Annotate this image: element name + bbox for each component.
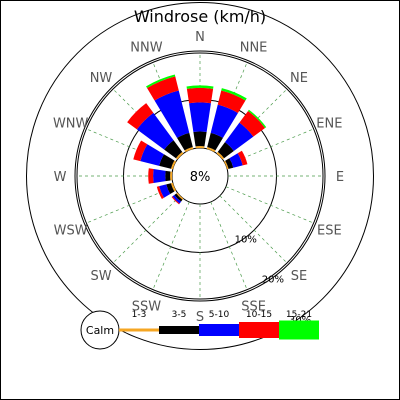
bar-ne-15-21 — [248, 109, 267, 128]
bar-nw-10-15 — [127, 103, 154, 130]
direction-label-nnw: NNW — [130, 41, 162, 56]
direction-label-wsw: WSW — [54, 224, 88, 239]
direction-label-sse: SSE — [241, 299, 266, 314]
bar-ene-1-3 — [223, 160, 229, 170]
ring-labels: 10% 20% 30% — [235, 234, 311, 325]
direction-label-ese: ESE — [317, 224, 342, 239]
bar-nw-5-10 — [136, 112, 174, 150]
direction-label-sw: SW — [90, 269, 111, 284]
bar-ne-10-15 — [239, 110, 266, 137]
legend-label-15-21: 15-21 — [286, 310, 312, 320]
bar-wsw-3-5 — [166, 183, 175, 194]
bar-sw-10-15 — [171, 196, 180, 205]
direction-label-nw: NW — [90, 71, 113, 86]
bar-wnw-1-3 — [170, 160, 177, 170]
direction-label-ne: NE — [290, 71, 308, 86]
bar-nne-10-15 — [217, 90, 246, 113]
bar-nnw-1-3 — [184, 146, 194, 153]
ring-label-10-: 10% — [235, 234, 257, 245]
spoke-nne — [210, 62, 248, 151]
bar-n-5-10 — [189, 102, 211, 133]
legend-label-1-3: 1-3 — [132, 310, 147, 320]
bar-ene-5-10 — [229, 153, 243, 168]
bar-n-15-21 — [186, 85, 214, 89]
bar-nw-3-5 — [164, 140, 183, 159]
bar-nne-5-10 — [210, 104, 238, 138]
bar-ene-10-15 — [237, 150, 248, 166]
legend: Calm 1-3 3-5 5-10 10-15 15-21 — [80, 310, 319, 350]
bar-sw-3-5 — [174, 193, 183, 202]
legend-swatch-10-15 — [239, 322, 279, 338]
outer-ring — [76, 52, 324, 300]
bar-n-10-15 — [186, 87, 214, 104]
bar-nne-3-5 — [207, 132, 223, 151]
bar-ne-1-3 — [216, 151, 225, 160]
bar-ne-3-5 — [217, 142, 234, 159]
spoke-ne — [219, 88, 288, 157]
ring-label-20-: 20% — [262, 275, 284, 286]
spoke-sse — [210, 201, 248, 290]
bar-wsw-10-15 — [156, 186, 164, 199]
spoke-wnw — [86, 128, 175, 166]
bar-sw-5-10 — [172, 194, 182, 204]
ring-label-30-: 30% — [289, 315, 311, 326]
direction-label-ene: ENE — [316, 116, 342, 131]
bar-nnw-5-10 — [154, 90, 190, 138]
spoke-wsw — [86, 186, 175, 224]
calm-label: Calm — [86, 324, 114, 337]
spoke-ene — [225, 128, 314, 166]
spoke-nw — [112, 88, 181, 157]
bar-wsw-5-10 — [159, 184, 171, 198]
legend-swatch-15-21 — [279, 320, 319, 340]
bar-nne-15-21 — [221, 88, 247, 101]
spoke-ssw — [152, 201, 190, 290]
bar-ene-3-5 — [225, 158, 234, 169]
legend-swatch-1-3 — [119, 328, 159, 332]
direction-label-n: N — [195, 30, 205, 45]
bar-nw-1-3 — [175, 151, 184, 160]
direction-labels: N NNE NE ENE E ESE SE SSE S SSW SW WSW W WNW NW NNW — [53, 30, 344, 325]
bar-ne-5-10 — [224, 122, 254, 152]
direction-label-ssw: SSW — [132, 299, 162, 314]
bar-wsw-1-3 — [170, 182, 177, 192]
bar-wnw-5-10 — [140, 144, 164, 166]
chart-title: Windrose (km/h) — [134, 7, 266, 26]
legend-swatch-5-10 — [199, 324, 239, 336]
ring-30- — [26, 2, 374, 350]
legend-label-5-10: 5-10 — [209, 310, 230, 320]
legend-swatch-3-5 — [159, 326, 199, 334]
bar-nne-1-3 — [206, 146, 216, 153]
wind-bars — [127, 74, 267, 205]
bar-sw-1-3 — [176, 192, 184, 200]
bar-n-3-5 — [193, 131, 207, 147]
legend-label-10-15: 10-15 — [246, 310, 272, 320]
direction-label-se: SE — [291, 269, 307, 284]
bar-w-5-10 — [153, 169, 166, 183]
spoke-nnw — [152, 62, 190, 151]
direction-label-w: W — [54, 170, 67, 185]
bar-nnw-10-15 — [147, 76, 179, 101]
spoke-se — [219, 195, 288, 264]
bar-w-10-15 — [148, 168, 154, 184]
ring-20- — [74, 50, 326, 302]
bar-n-1-3 — [195, 146, 205, 149]
legend-label-3-5: 3-5 — [172, 310, 187, 320]
bar-wnw-3-5 — [159, 154, 175, 169]
direction-label-nne: NNE — [240, 41, 268, 56]
spoke-ese — [225, 186, 314, 224]
bar-w-1-3 — [170, 171, 173, 181]
calm-percentage: 8% — [190, 170, 211, 185]
direction-label-wnw: WNW — [53, 116, 89, 131]
direction-label-e: E — [336, 170, 344, 185]
direction-label-s: S — [196, 310, 204, 325]
bar-wnw-10-15 — [133, 140, 148, 162]
bar-nnw-3-5 — [177, 132, 193, 151]
spoke-sw — [112, 195, 181, 264]
bar-nnw-15-21 — [146, 74, 176, 89]
bar-w-3-5 — [165, 170, 171, 182]
